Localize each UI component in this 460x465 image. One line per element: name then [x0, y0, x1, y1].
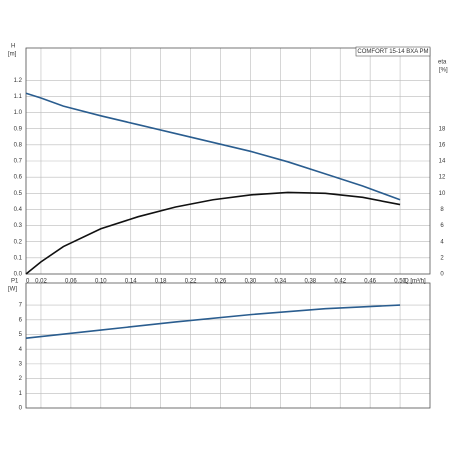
y-tick-label: 2 — [19, 376, 23, 382]
y2-axis-label: eta — [438, 60, 447, 66]
y-tick-label: 0.9 — [14, 126, 23, 132]
plot-frame — [25, 282, 431, 409]
y2-tick-label: 10 — [439, 191, 446, 197]
y-tick-label: 1.2 — [14, 78, 23, 84]
x-tick-label: 0.34 — [275, 279, 287, 285]
x-tick-label: 0.14 — [125, 279, 137, 285]
x-tick-label: 0 — [26, 279, 30, 285]
x-tick-label: 0.42 — [334, 279, 346, 285]
y-tick-label: 0.0 — [14, 272, 23, 278]
y-axis-label: P1 — [11, 279, 19, 285]
y-tick-label: 1.1 — [14, 94, 23, 100]
y2-tick-label: 16 — [439, 142, 446, 148]
y2-tick-label: 18 — [439, 126, 446, 132]
series-line — [25, 92, 401, 201]
x-tick-label: 0.18 — [155, 279, 167, 285]
y-tick-label: 3 — [19, 361, 23, 367]
y2-tick-label: 0 — [440, 272, 444, 278]
x-tick-label: 0.50 — [394, 279, 406, 285]
y-tick-label: 1.0 — [14, 110, 23, 116]
x-tick-label: 0.38 — [304, 279, 316, 285]
y-axis-label: H — [11, 44, 15, 50]
y-tick-label: 0.8 — [14, 142, 23, 148]
y-tick-label: 7 — [19, 303, 23, 309]
y-tick-label: 0 — [19, 406, 23, 412]
title-box — [355, 46, 431, 57]
y-tick-label: 0.2 — [14, 239, 23, 245]
x-tick-label: 0.02 — [35, 279, 47, 285]
x-tick-label: 0.30 — [245, 279, 257, 285]
x-axis-label: Q [m³/h] — [404, 279, 426, 285]
y-tick-label: 4 — [19, 347, 23, 353]
y-axis-unit: [m] — [8, 52, 17, 58]
y-tick-label: 0.3 — [14, 223, 23, 229]
x-tick-label: 0.46 — [364, 279, 376, 285]
chart-title: COMFORT 15-14 BXA PM — [357, 49, 428, 55]
y-tick-label: 0.7 — [14, 159, 23, 165]
x-tick-label: 0.26 — [215, 279, 227, 285]
y-tick-label: 1 — [19, 391, 23, 397]
y2-tick-label: 8 — [440, 207, 444, 213]
x-tick-label: 0.22 — [185, 279, 197, 285]
y-tick-label: 0.5 — [14, 191, 23, 197]
y-axis-unit: [W] — [8, 287, 17, 293]
y-tick-label: 0.6 — [14, 175, 23, 181]
y2-tick-label: 6 — [440, 223, 444, 229]
y-tick-label: 0.1 — [14, 255, 23, 261]
plot-frame — [25, 47, 431, 275]
y-tick-label: 0.4 — [14, 207, 23, 213]
y2-tick-label: 14 — [439, 159, 446, 165]
y2-tick-label: 2 — [440, 255, 444, 261]
x-tick-label: 0.10 — [95, 279, 107, 285]
x-tick-label: 0.06 — [65, 279, 77, 285]
y2-tick-label: 4 — [440, 239, 444, 245]
y-tick-label: 6 — [19, 317, 23, 323]
y2-axis-unit: [%] — [439, 68, 448, 74]
y2-tick-label: 12 — [439, 175, 446, 181]
series-line — [25, 304, 401, 339]
y-tick-label: 5 — [19, 332, 23, 338]
series-line — [25, 191, 401, 275]
